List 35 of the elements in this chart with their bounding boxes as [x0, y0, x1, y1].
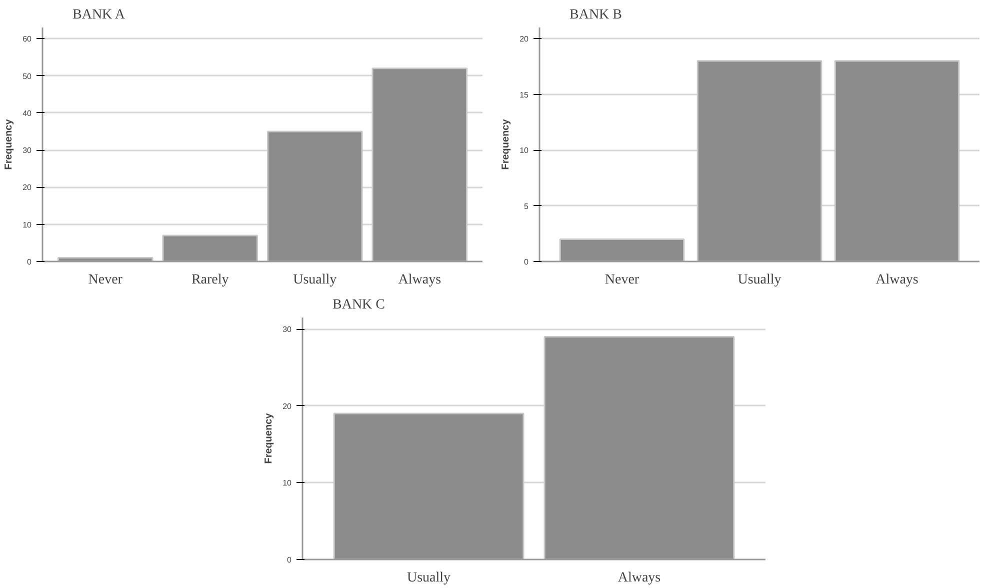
x-tick-label: Never	[604, 272, 640, 288]
y-axis-title: Frequency	[264, 412, 275, 464]
y-tick-label: 50	[22, 72, 32, 81]
y-tick-label: 0	[524, 258, 530, 266]
chart-title: BANK C	[332, 298, 386, 312]
y-axis-title: Frequency	[4, 118, 15, 170]
x-tick-label: Never	[88, 272, 123, 288]
y-tick-label: 10	[282, 478, 292, 488]
chart-title: BANK A	[72, 8, 126, 22]
x-tick-label: Always	[876, 272, 918, 288]
bar	[372, 68, 468, 262]
bar	[57, 257, 154, 262]
x-tick-label: Usually	[738, 272, 782, 288]
y-tick-label: 15	[520, 90, 530, 100]
bar	[162, 234, 258, 262]
y-tick-label: 5	[524, 202, 530, 211]
y-tick-label: 60	[22, 34, 32, 44]
x-tick-label: Usually	[406, 570, 451, 586]
y-tick-label: 0	[27, 258, 32, 266]
chart-title: BANK B	[570, 8, 622, 22]
y-tick-label: 10	[22, 220, 32, 230]
y-tick-label: 30	[282, 325, 292, 334]
x-tick-label: Always	[618, 570, 661, 586]
y-tick-label: 0	[287, 556, 292, 564]
y-tick-label: 10	[520, 146, 530, 156]
y-tick-label: 20	[22, 183, 32, 192]
y-axis-title: Frequency	[500, 118, 512, 170]
y-tick-label: 40	[22, 108, 32, 118]
x-tick-label: Rarely	[191, 272, 229, 288]
x-tick-label: Usually	[293, 272, 337, 288]
y-tick-label: 20	[520, 34, 530, 44]
bar	[266, 130, 363, 262]
y-tick-label: 30	[22, 146, 32, 156]
x-tick-label: Always	[398, 272, 442, 288]
y-tick-label: 20	[282, 402, 292, 411]
